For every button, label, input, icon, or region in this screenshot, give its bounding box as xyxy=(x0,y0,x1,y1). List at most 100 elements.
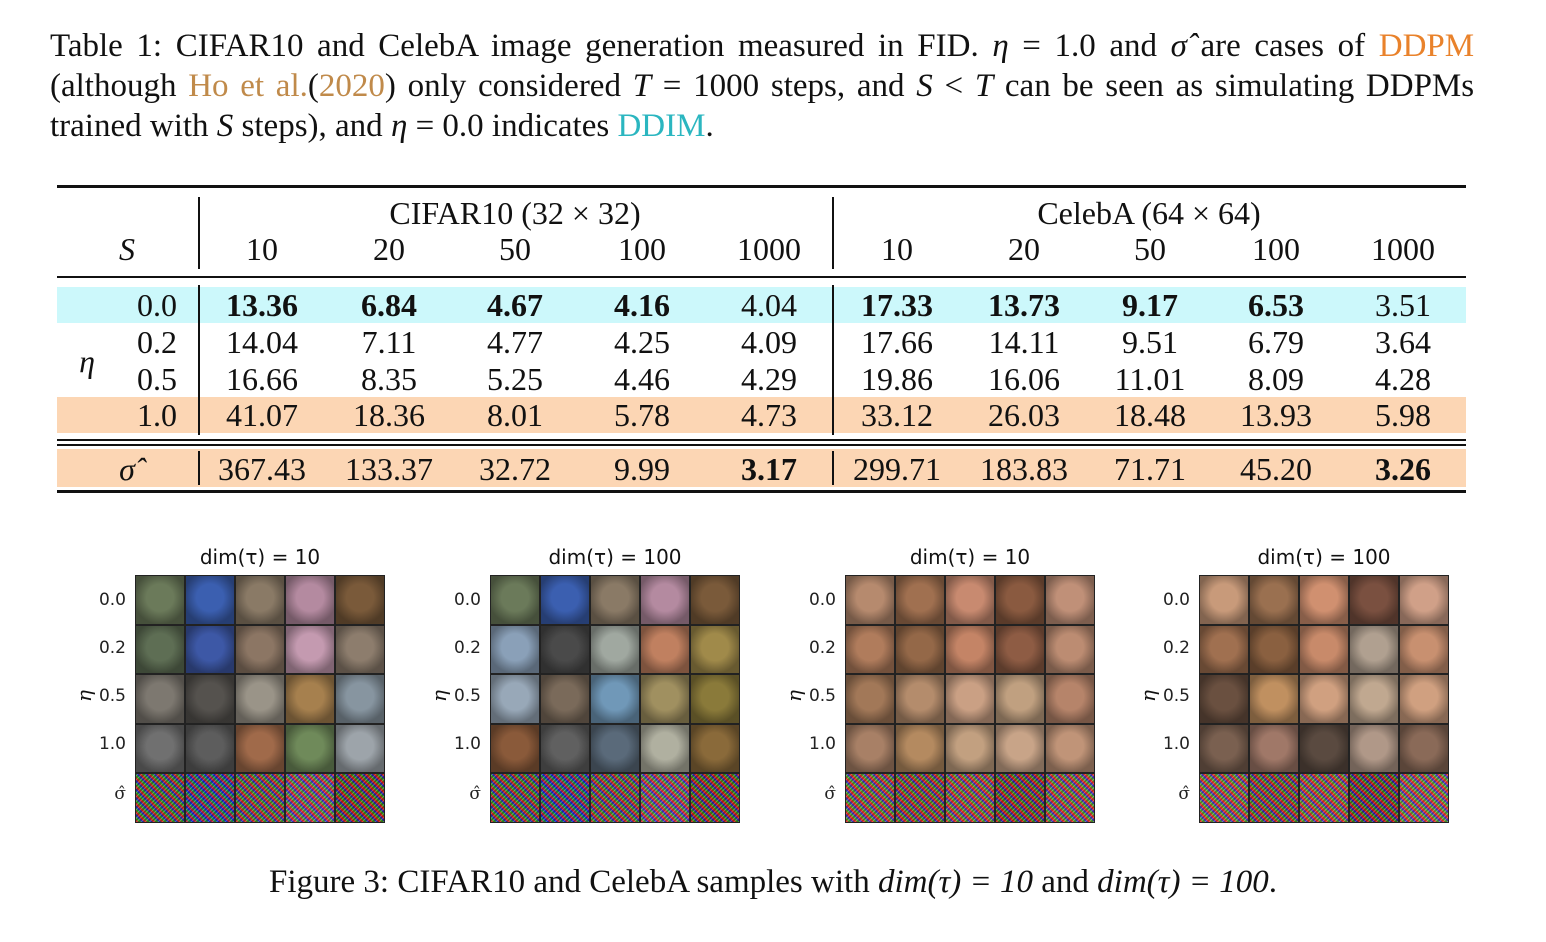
sample-grid xyxy=(845,575,1095,823)
step-header: 1000 xyxy=(1371,231,1435,267)
sample-tile xyxy=(846,675,894,723)
y-tick-label: 0.2 xyxy=(1162,638,1190,658)
noise-sample-tile xyxy=(186,774,234,822)
table-cell: 3.64 xyxy=(1375,324,1431,360)
eta-header: η xyxy=(79,343,95,379)
noise-sample-tile xyxy=(1350,774,1398,822)
table-cell: 4.77 xyxy=(487,324,543,360)
sample-tile xyxy=(491,576,539,624)
table-cell: 4.29 xyxy=(741,361,797,397)
sample-tile xyxy=(541,576,589,624)
noise-sample-tile xyxy=(691,774,739,822)
sample-tile xyxy=(336,675,384,723)
step-header: 100 xyxy=(1252,231,1300,267)
row-label: 1.0 xyxy=(137,397,177,433)
noise-sample-tile xyxy=(846,774,894,822)
sample-tile xyxy=(1250,625,1298,674)
sample-tile xyxy=(136,675,184,723)
table-cell: 18.48 xyxy=(1114,397,1186,433)
table-cell: 5.78 xyxy=(614,397,670,433)
y-tick-label: 0.0 xyxy=(453,590,481,610)
y-tick-label: 1.0 xyxy=(1162,734,1190,754)
y-tick-label: 0.2 xyxy=(98,638,126,658)
panel-title: dim(τ) = 10 xyxy=(199,545,321,569)
y-tick-label: σ̂ xyxy=(1178,784,1190,804)
y-tick-label: σ̂ xyxy=(114,784,126,804)
fid-table: CIFAR10 (32 × 32) CelebA (64 × 64) S η 1… xyxy=(57,185,1466,495)
table-cell: 13.36 xyxy=(226,287,298,323)
sample-tile xyxy=(136,576,184,624)
sample-tile xyxy=(1046,576,1094,624)
step-header: 1000 xyxy=(737,231,801,267)
table-cell: 18.36 xyxy=(353,397,425,433)
sample-tile xyxy=(136,625,184,674)
mid-rule xyxy=(57,276,1466,278)
sample-tile xyxy=(1200,625,1248,674)
noise-sample-tile xyxy=(591,774,639,822)
sample-tile xyxy=(1350,724,1398,773)
ho-citation-link[interactable]: Ho et al. xyxy=(188,68,308,104)
col-divider-mid-body xyxy=(832,285,834,435)
sample-tile xyxy=(136,724,184,773)
y-tick-label: 1.0 xyxy=(98,734,126,754)
noise-sample-tile xyxy=(491,774,539,822)
sample-tile xyxy=(186,576,234,624)
sample-tile xyxy=(491,675,539,723)
noise-sample-tile xyxy=(286,774,334,822)
row-highlight-sigma xyxy=(57,449,1466,487)
sample-tile xyxy=(1300,576,1348,624)
y-axis-label: η xyxy=(72,690,96,702)
table-cell: 8.09 xyxy=(1248,361,1304,397)
top-rule xyxy=(57,185,1466,188)
sample-tile xyxy=(491,724,539,773)
sample-tile xyxy=(896,724,944,773)
sample-tile xyxy=(946,576,994,624)
panel-title: dim(τ) = 100 xyxy=(1257,545,1391,569)
sample-tile xyxy=(591,675,639,723)
sample-tile xyxy=(491,625,539,674)
sample-tile xyxy=(1200,675,1248,723)
ddpm-link[interactable]: DDPM xyxy=(1378,28,1475,64)
noise-sample-tile xyxy=(236,774,284,822)
table-cell: 367.43 xyxy=(218,451,306,487)
table-cell: 3.26 xyxy=(1375,451,1431,487)
table-cell: 4.73 xyxy=(741,397,797,433)
table-cell: 13.73 xyxy=(988,287,1060,323)
noise-sample-tile xyxy=(996,774,1044,822)
table-cell: 14.11 xyxy=(988,324,1060,360)
year-citation-link[interactable]: 2020 xyxy=(318,68,385,104)
noise-sample-tile xyxy=(336,774,384,822)
sample-tile xyxy=(541,625,589,674)
table-cell: 16.06 xyxy=(988,361,1060,397)
table-cell: 4.67 xyxy=(487,287,543,323)
table-cell: 299.71 xyxy=(853,451,941,487)
celeba-group-header: CelebA (64 × 64) xyxy=(1037,195,1261,231)
sample-tile xyxy=(896,675,944,723)
table-cell: 11.01 xyxy=(1114,361,1186,397)
sample-tile xyxy=(1300,625,1348,674)
table-cell: 26.03 xyxy=(988,397,1060,433)
sample-tile xyxy=(336,724,384,773)
row-label: 0.5 xyxy=(137,361,177,397)
sample-grid xyxy=(135,575,385,823)
row-highlight-eta-0 xyxy=(57,287,1466,323)
y-tick-label: 0.5 xyxy=(1162,686,1190,706)
table-cell: 8.01 xyxy=(487,397,543,433)
noise-sample-tile xyxy=(1250,774,1298,822)
sample-grid xyxy=(1199,575,1449,823)
table-cell: 4.28 xyxy=(1375,361,1431,397)
step-header: 10 xyxy=(246,231,278,267)
noise-sample-tile xyxy=(1046,774,1094,822)
y-tick-label: 0.5 xyxy=(453,686,481,706)
noise-sample-tile xyxy=(136,774,184,822)
panel-title: dim(τ) = 10 xyxy=(909,545,1031,569)
ddim-link[interactable]: DDIM xyxy=(617,108,706,144)
sep-rule-2 xyxy=(57,444,1466,446)
sample-tile xyxy=(1350,675,1398,723)
sample-tile xyxy=(186,724,234,773)
y-axis-label: η xyxy=(1136,690,1160,702)
table-cell: 4.46 xyxy=(614,361,670,397)
table-cell: 41.07 xyxy=(226,397,298,433)
sample-tile xyxy=(996,675,1044,723)
sample-tile xyxy=(641,625,689,674)
